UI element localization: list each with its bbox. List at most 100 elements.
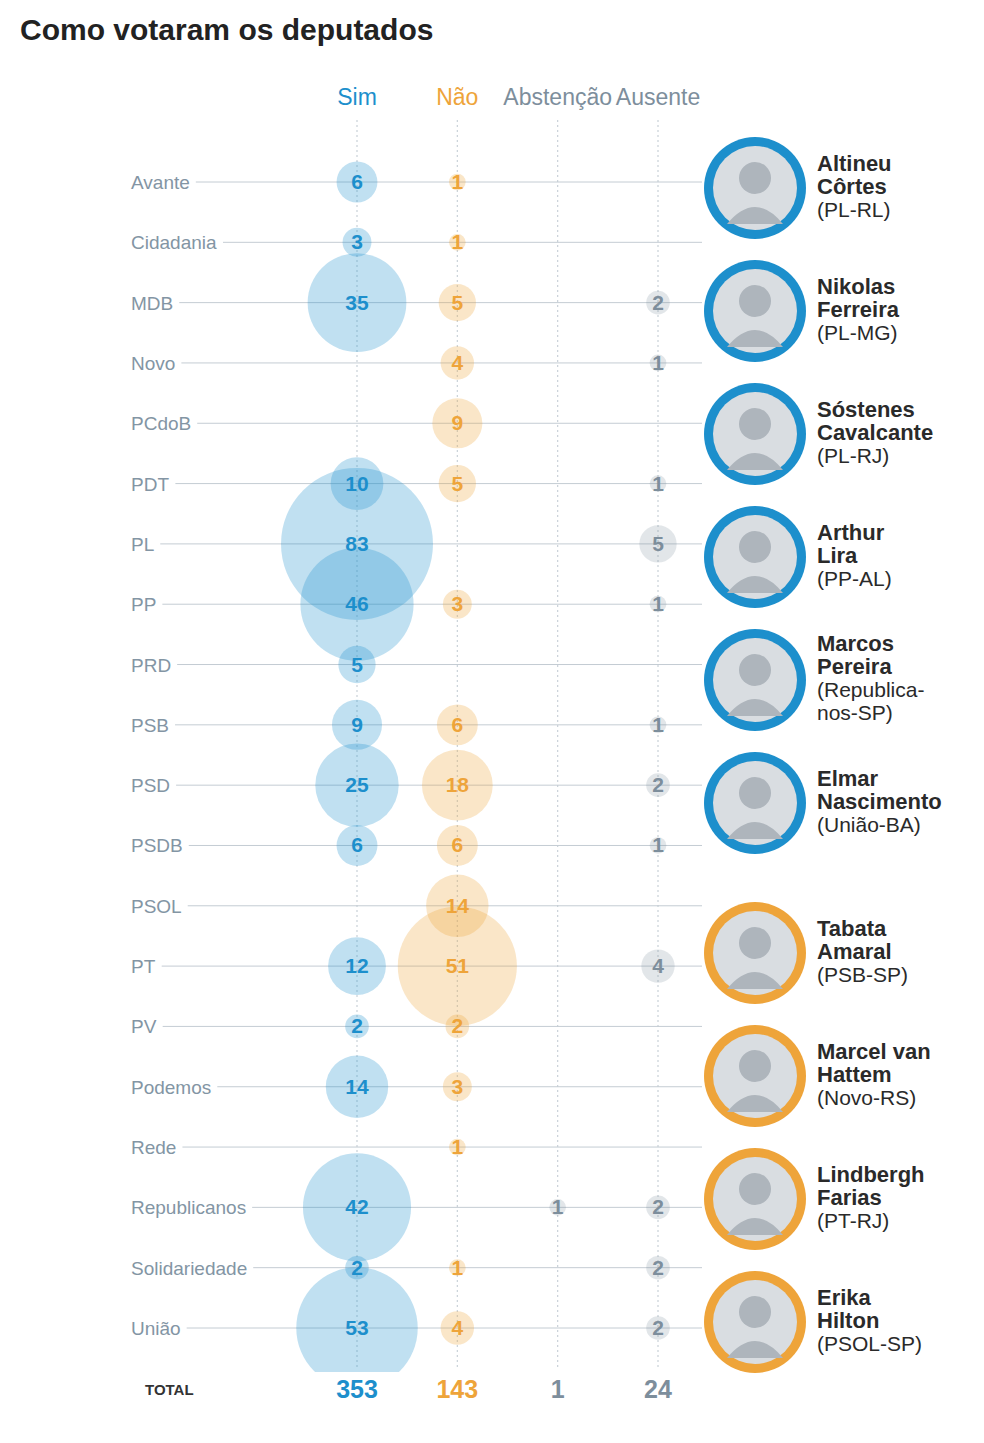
- data-label: 1: [451, 1135, 463, 1158]
- person: ErikaHilton(PSOL-SP): [704, 1271, 922, 1373]
- bubble: [332, 700, 382, 750]
- data-label: 6: [351, 170, 363, 193]
- party-label: PV: [131, 1016, 157, 1037]
- person-body: [727, 822, 783, 839]
- person-name: Hattem: [817, 1062, 892, 1087]
- column-guide: [557, 120, 558, 1368]
- person: AltineuCôrtes(PL-RL): [704, 137, 892, 239]
- bubble: [646, 1196, 670, 1220]
- person: MarcosPereira(Republica-nos-SP): [704, 629, 924, 731]
- data-label: 1: [652, 713, 664, 736]
- person-photo: [713, 1157, 797, 1241]
- bubble: [308, 253, 407, 352]
- person-party: (PL-MG): [817, 321, 898, 344]
- person-body: [727, 576, 783, 593]
- bubbles: [281, 162, 677, 1372]
- person-ring: [704, 629, 806, 731]
- party-label: PCdoB: [131, 413, 191, 434]
- person-head: [739, 777, 771, 809]
- data-label: 9: [451, 411, 463, 434]
- party-label: Rede: [131, 1137, 176, 1158]
- data-label: 6: [451, 833, 463, 856]
- title: Como votaram os deputados: [20, 13, 433, 46]
- data-label: 2: [652, 1256, 664, 1279]
- data-label: 1: [552, 1195, 564, 1218]
- party-label: Republicanos: [131, 1197, 246, 1218]
- data-label: 2: [652, 1316, 664, 1339]
- person-ring: [704, 1271, 806, 1373]
- data-label: 14: [446, 894, 470, 917]
- bubble: [646, 291, 670, 315]
- person: TabataAmaral(PSB-SP): [704, 902, 908, 1004]
- data-label: 1: [451, 230, 463, 253]
- bubble: [337, 825, 378, 866]
- person-name: Erika: [817, 1285, 872, 1310]
- data-label: 5: [451, 472, 463, 495]
- party-label: PSOL: [131, 896, 182, 917]
- person-name: Marcos: [817, 631, 894, 656]
- data-label: 83: [345, 532, 368, 555]
- data-label: 6: [351, 833, 363, 856]
- bubble: [439, 465, 476, 502]
- bubble: [315, 743, 398, 826]
- person-ring: [704, 137, 806, 239]
- person-ring: [704, 1148, 806, 1250]
- person-ring: [704, 506, 806, 608]
- data-label: 4: [652, 954, 664, 977]
- bubble: [639, 525, 676, 562]
- person-party: (União-BA): [817, 813, 921, 836]
- totals-label: TOTAL: [145, 1381, 194, 1398]
- bubble: [303, 1153, 411, 1261]
- row-line: [162, 604, 702, 605]
- person-body: [727, 972, 783, 989]
- data-label: 25: [345, 773, 369, 796]
- person-photo: [713, 761, 797, 845]
- rows: AvanteCidadaniaMDBNovoPCdoBPDTPLPPPRDPSB…: [131, 172, 702, 1339]
- row-line: [196, 182, 702, 183]
- person-name: Côrtes: [817, 174, 887, 199]
- bubble: [337, 162, 378, 203]
- bubble: [338, 646, 375, 683]
- column-header: Não: [436, 84, 478, 110]
- party-label: PL: [131, 534, 154, 555]
- bubble: [443, 1072, 472, 1101]
- bubble: [646, 773, 670, 797]
- total-value: 24: [644, 1375, 672, 1403]
- person-name: Farias: [817, 1185, 882, 1210]
- data-label: 5: [451, 291, 463, 314]
- bubble: [300, 548, 413, 661]
- person-head: [739, 1173, 771, 1205]
- data-label: 42: [345, 1195, 368, 1218]
- person: ElmarNascimento(União-BA): [704, 752, 942, 854]
- person-name: Hilton: [817, 1308, 879, 1333]
- bubble: [422, 750, 493, 821]
- row-line: [182, 1147, 702, 1148]
- data-label: 5: [351, 653, 363, 676]
- data-label: 1: [451, 170, 463, 193]
- person-body: [727, 330, 783, 347]
- person-ring: [704, 752, 806, 854]
- data-label: 18: [446, 773, 470, 796]
- person-name: Arthur: [817, 520, 885, 545]
- data-label: 2: [652, 1195, 664, 1218]
- person-head: [739, 1050, 771, 1082]
- bubble: [328, 937, 386, 995]
- data-label: 5: [652, 532, 664, 555]
- person-name: Cavalcante: [817, 420, 933, 445]
- data-label: 3: [451, 1075, 463, 1098]
- data-label: 1: [451, 1256, 463, 1279]
- person: ArthurLira(PP-AL): [704, 506, 892, 608]
- bubble: [432, 398, 482, 448]
- person-party: (PSB-SP): [817, 963, 908, 986]
- person-party: (Republica-: [817, 678, 924, 701]
- person-body: [727, 699, 783, 716]
- person-body: [727, 1218, 783, 1235]
- person-photo: [713, 515, 797, 599]
- data-label: 6: [451, 713, 463, 736]
- column-headers: SimNãoAbstençãoAusente: [337, 84, 700, 110]
- person-ring: [704, 1025, 806, 1127]
- bubble: [441, 346, 474, 379]
- data-label: 35: [345, 291, 369, 314]
- bubble: [398, 907, 517, 1026]
- row-line: [177, 664, 702, 665]
